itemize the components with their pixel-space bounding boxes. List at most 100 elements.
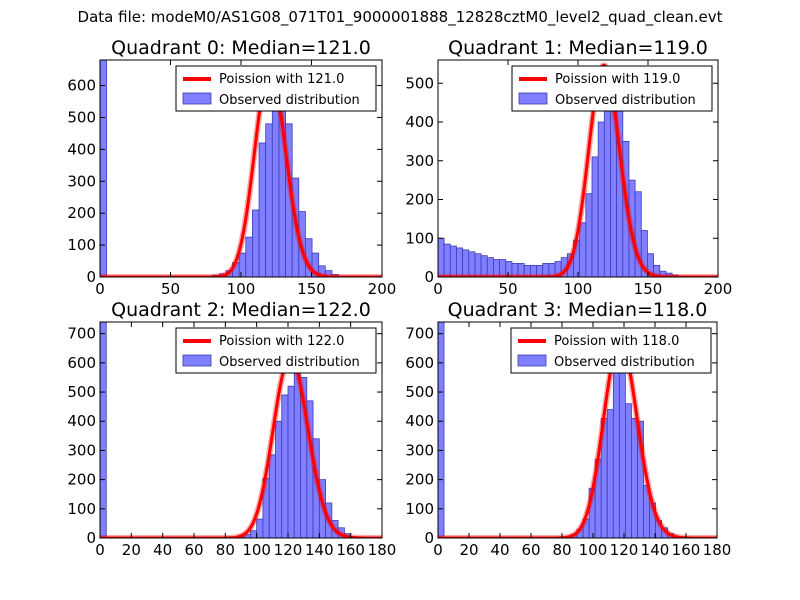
legend: Poission with 122.0 Observed distribution <box>175 327 377 374</box>
x-tick-label: 0 <box>95 541 105 559</box>
histogram-bar <box>258 142 267 277</box>
quadrant-title: Quadrant 3: Median=118.0 <box>448 299 708 321</box>
histogram-bar <box>443 243 451 277</box>
legend-label-observed: Observed distribution <box>554 355 695 370</box>
legend-bar-swatch <box>518 92 548 105</box>
x-tick-label: 150 <box>297 280 326 298</box>
legend-bar-swatch <box>517 354 547 367</box>
y-tick-label: 400 <box>405 412 434 430</box>
legend-bar-swatch <box>182 92 212 105</box>
x-tick-label: 40 <box>490 541 509 559</box>
histogram-bar <box>480 255 488 277</box>
y-tick-label: 100 <box>405 500 434 518</box>
y-tick-label: 0 <box>86 268 96 286</box>
poisson-curve-glow <box>100 354 382 538</box>
quadrant-title: Quadrant 2: Median=122.0 <box>111 299 371 321</box>
histogram-bar <box>438 237 445 277</box>
x-tick-label: 100 <box>579 541 608 559</box>
y-tick-label: 400 <box>67 412 96 430</box>
y-tick-label: 600 <box>67 77 96 95</box>
quadrant-title: Quadrant 1: Median=119.0 <box>448 37 708 59</box>
histogram-bar <box>311 252 320 277</box>
legend-label-observed: Observed distribution <box>555 93 696 108</box>
legend-label-poisson: Poission with 119.0 <box>555 72 680 87</box>
y-tick-label: 700 <box>405 325 434 343</box>
histogram-bar <box>591 156 599 277</box>
y-tick-label: 400 <box>405 113 434 131</box>
legend-bar-swatch <box>182 354 212 367</box>
quadrant-3-panel: 0 20 40 60 80 100 120 140 160 1800100200300400500… <box>405 299 731 559</box>
y-tick-label: 300 <box>405 441 434 459</box>
axes-frame <box>437 321 718 539</box>
histogram-bar <box>585 193 593 277</box>
legend-label-observed: Observed distribution <box>219 93 360 108</box>
poisson-curve <box>438 340 717 538</box>
y-tick-label: 100 <box>67 500 96 518</box>
y-tick-label: 300 <box>67 441 96 459</box>
histogram-bar <box>597 121 605 277</box>
x-tick-label: 200 <box>704 280 733 298</box>
histogram-bar <box>287 385 295 538</box>
legend-label-poisson: Poission with 118.0 <box>554 334 679 349</box>
y-tick-label: 500 <box>405 74 434 92</box>
quadrant-0-panel: 0 50 100 150 200 0 100 200 300 400 500 600 Quadrant … <box>67 37 396 298</box>
x-tick-label: 160 <box>336 541 365 559</box>
histogram-bar <box>252 209 260 277</box>
histogram-bar <box>249 530 258 538</box>
histogram-bar <box>438 322 445 538</box>
legend-label-observed: Observed distribution <box>219 355 360 370</box>
x-tick-label: 50 <box>161 280 180 298</box>
x-tick-label: 60 <box>521 541 540 559</box>
y-tick-label: 200 <box>67 204 96 222</box>
y-tick-label: 700 <box>67 325 96 343</box>
histogram-bar <box>631 417 638 538</box>
y-tick-label: 600 <box>67 354 96 372</box>
histogram-bar <box>474 253 482 277</box>
poisson-curve-group <box>438 338 717 538</box>
x-tick-label: 140 <box>641 541 670 559</box>
histogram-bar <box>256 518 264 538</box>
y-tick-label: 500 <box>67 383 96 401</box>
legend-label-poisson: Poission with 121.0 <box>219 72 344 87</box>
legend: Poission with 121.0 Observed distribution <box>175 65 377 112</box>
x-tick-label: 150 <box>634 280 663 298</box>
y-tick-label: 100 <box>405 229 434 247</box>
y-tick-label: 100 <box>67 236 96 254</box>
x-tick-label: 80 <box>552 541 571 559</box>
y-tick-label: 200 <box>405 471 434 489</box>
x-tick-label: 120 <box>610 541 639 559</box>
histogram-bar <box>462 249 470 277</box>
x-tick-label: 60 <box>184 541 203 559</box>
histogram-bar <box>624 403 632 538</box>
y-tick-label: 400 <box>67 140 96 158</box>
histogram-bar <box>468 251 476 277</box>
poisson-curve <box>100 355 382 538</box>
x-tick-label: 200 <box>368 280 397 298</box>
histogram-bar <box>449 245 457 277</box>
x-tick-label: 0 <box>433 541 443 559</box>
histogram-bar <box>100 322 107 538</box>
quadrant-2-panel: 0 20 40 60 80 100 120 140 160 1800100200300400500… <box>67 299 396 559</box>
y-tick-label: 500 <box>405 383 434 401</box>
x-tick-label: 0 <box>95 280 105 298</box>
x-tick-label: 20 <box>459 541 478 559</box>
histogram-bar <box>606 409 614 538</box>
histogram-bar <box>265 123 273 277</box>
x-tick-label: 50 <box>498 280 517 298</box>
x-tick-label: 80 <box>216 541 235 559</box>
legend: Poission with 118.0 Observed distribution <box>510 327 712 374</box>
quadrant-title: Quadrant 0: Median=121.0 <box>111 37 371 59</box>
x-tick-label: 100 <box>227 280 256 298</box>
x-tick-label: 120 <box>274 541 303 559</box>
histogram-bar <box>245 236 253 277</box>
y-tick-label: 200 <box>405 191 434 209</box>
histogram-bar <box>456 247 464 277</box>
x-tick-label: 40 <box>153 541 172 559</box>
y-tick-label: 500 <box>67 108 96 126</box>
histogram-bar <box>100 60 108 277</box>
x-tick-label: 140 <box>305 541 334 559</box>
quadrant-1-panel: 0 50 100 150 200 0 100 200 300 400 500 Quadrant 1: … <box>405 37 732 298</box>
y-tick-label: 600 <box>405 354 434 372</box>
x-tick-label: 180 <box>368 541 397 559</box>
x-tick-label: 100 <box>564 280 593 298</box>
